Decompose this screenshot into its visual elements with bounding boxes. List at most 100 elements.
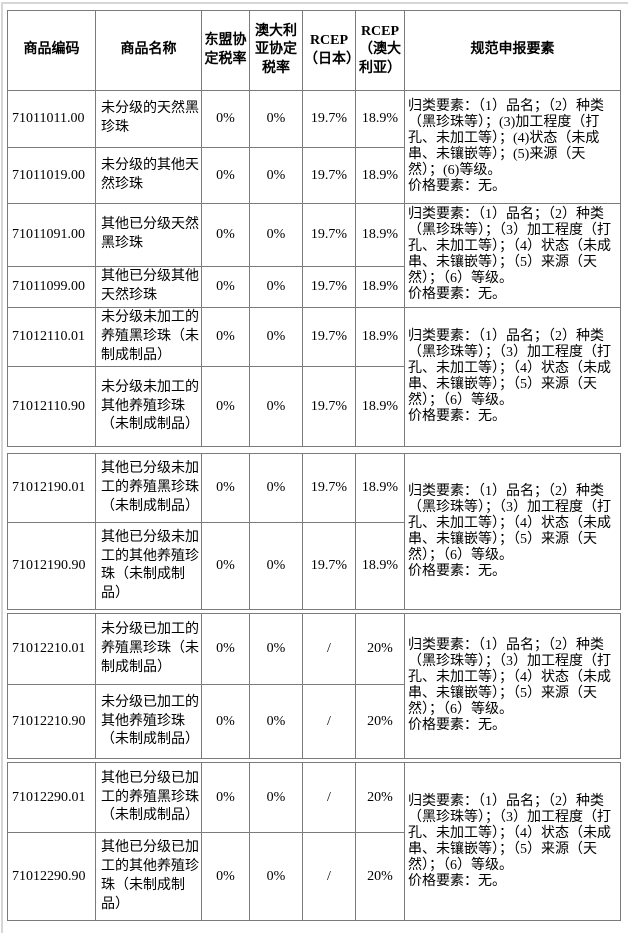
cell-declaration-elements: 归类要素：（1）品名；（2）种类（黑珍珠等）；（3）加工程度（打孔、未加工等）；… xyxy=(404,203,621,308)
cell-rcep-australia-rate: 20% xyxy=(355,762,405,834)
col-header-asean-rate: 东盟协定税率 xyxy=(201,10,250,91)
cell-australia-rate: 0% xyxy=(249,266,303,308)
cell-product-code: 71012190.90 xyxy=(7,522,96,611)
declaration-classification-text: 归类要素：（1）品名；（2）种类（黑珍珠等）；（3）加工程度（打孔、未加工等）；… xyxy=(408,329,611,409)
declaration-classification-text: 归类要素：（1）品名；（2）种类（黑珍珠等）；（3）加工程度（打孔、未加工等）；… xyxy=(408,793,611,873)
cell-asean-rate: 0% xyxy=(201,90,250,148)
cell-rcep-japan-rate: 19.7% xyxy=(302,306,356,368)
cell-rcep-australia-rate: 18.9% xyxy=(355,366,405,448)
cell-asean-rate: 0% xyxy=(201,203,250,267)
declaration-price-text: 价格要素：无。 xyxy=(408,409,506,425)
cell-rcep-japan-rate: / xyxy=(302,684,356,760)
cell-asean-rate: 0% xyxy=(201,684,250,760)
cell-product-code: 71011019.00 xyxy=(7,147,96,204)
cell-australia-rate: 0% xyxy=(249,613,303,686)
declaration-classification-text: 归类要素：（1）品名；（2）种类（黑珍珠等）；(3)加工程度（打孔、未加工等）；… xyxy=(408,99,604,178)
cell-asean-rate: 0% xyxy=(201,147,250,204)
cell-product-name: 未分级已加工的其他养殖珍珠（未制成制品） xyxy=(95,684,202,760)
table-row: 71012110.01 未分级未加工的养殖黑珍珠（未制成制品） 0% 0% 19… xyxy=(7,306,621,448)
cell-product-name: 其他已分级已加工的养殖黑珍珠（未制成制品） xyxy=(95,762,202,834)
cell-product-code: 71012110.01 xyxy=(7,306,96,368)
cell-australia-rate: 0% xyxy=(249,306,303,368)
cell-australia-rate: 0% xyxy=(249,762,303,834)
cell-rcep-australia-rate: 20% xyxy=(355,613,405,686)
cell-rcep-australia-rate: 18.9% xyxy=(355,453,405,524)
cell-rcep-japan-rate: 19.7% xyxy=(302,147,356,204)
cell-australia-rate: 0% xyxy=(249,366,303,448)
tariff-table-segment-4: 71012290.01 其他已分级已加工的养殖黑珍珠（未制成制品） 0% 0% … xyxy=(7,762,621,922)
tariff-table-segment-2: 71012190.01 其他已分级未加工的养殖黑珍珠（未制成制品） 0% 0% … xyxy=(7,453,621,611)
cell-asean-rate: 0% xyxy=(201,522,250,611)
table-row: 71011091.00 其他已分级天然黑珍珠 0% 0% 19.7% 18.9%… xyxy=(7,203,621,308)
tariff-table-segment-3: 71012210.01 未分级已加工的养殖黑珍珠（未制成制品） 0% 0% / … xyxy=(7,613,621,760)
cell-rcep-japan-rate: 19.7% xyxy=(302,453,356,524)
cell-asean-rate: 0% xyxy=(201,266,250,308)
cell-product-name: 未分级的天然黑珍珠 xyxy=(95,90,202,148)
table-row: 71012190.90 其他已分级未加工的其他养殖珍珠（未制成制品） 0% 0%… xyxy=(7,522,621,611)
declaration-classification-text: 归类要素：（1）品名；（2）种类（黑珍珠等）；（3）加工程度（打孔、未加工等）；… xyxy=(408,483,611,563)
cell-declaration-elements: 归类要素：（1）品名；（2）种类（黑珍珠等）；(3)加工程度（打孔、未加工等）；… xyxy=(404,90,621,204)
tariff-table-area: 商品编码 商品名称 东盟协定税率 澳大利亚协定税率 RCEP（日本） RCEP（… xyxy=(7,10,621,922)
cell-product-code: 71011099.00 xyxy=(7,266,96,308)
col-header-rcep-australia: RCEP（澳大利亚） xyxy=(355,10,405,91)
cell-rcep-japan-rate: 19.7% xyxy=(302,366,356,448)
cell-rcep-australia-rate: 18.9% xyxy=(355,90,405,148)
cell-product-name: 未分级未加工的养殖黑珍珠（未制成制品） xyxy=(95,306,202,368)
cell-product-name: 其他已分级未加工的其他养殖珍珠（未制成制品） xyxy=(95,522,202,611)
table-row: 71011011.00 未分级的天然黑珍珠 0% 0% 19.7% 18.9% … xyxy=(7,90,621,204)
col-header-product-code: 商品编码 xyxy=(7,10,96,91)
cell-rcep-japan-rate: 19.7% xyxy=(302,266,356,308)
cell-declaration-elements: 归类要素：（1）品名；（2）种类（黑珍珠等）；（3）加工程度（打孔、未加工等）；… xyxy=(404,762,621,922)
cell-declaration-elements: 归类要素：（1）品名；（2）种类（黑珍珠等）；（3）加工程度（打孔、未加工等）；… xyxy=(404,613,621,760)
cell-rcep-australia-rate: 18.9% xyxy=(355,203,405,267)
col-header-product-name: 商品名称 xyxy=(95,10,202,91)
cell-rcep-japan-rate: 19.7% xyxy=(302,90,356,148)
declaration-classification-text: 归类要素：（1）品名；（2）种类（黑珍珠等）；（3）加工程度（打孔、未加工等）；… xyxy=(408,638,611,718)
cell-rcep-australia-rate: 18.9% xyxy=(355,306,405,368)
cell-product-name: 未分级已加工的养殖黑珍珠（未制成制品） xyxy=(95,613,202,686)
cell-rcep-australia-rate: 18.9% xyxy=(355,522,405,611)
declaration-price-text: 价格要素：无。 xyxy=(408,287,506,303)
cell-asean-rate: 0% xyxy=(201,613,250,686)
cell-product-code: 71012110.90 xyxy=(7,366,96,448)
cell-product-name: 未分级的其他天然珍珠 xyxy=(95,147,202,204)
table-row: 71012290.01 其他已分级已加工的养殖黑珍珠（未制成制品） 0% 0% … xyxy=(7,762,621,922)
header-row: 商品编码 商品名称 东盟协定税率 澳大利亚协定税率 RCEP（日本） RCEP（… xyxy=(7,10,621,91)
cell-product-name: 其他已分级其他天然珍珠 xyxy=(95,266,202,308)
cell-product-name: 未分级未加工的其他养殖珍珠（未制成制品） xyxy=(95,366,202,448)
cell-product-code: 71011091.00 xyxy=(7,203,96,267)
cell-declaration-elements: 归类要素：（1）品名；（2）种类（黑珍珠等）；（3）加工程度（打孔、未加工等）；… xyxy=(404,453,621,611)
table-row: 71012210.01 未分级已加工的养殖黑珍珠（未制成制品） 0% 0% / … xyxy=(7,613,621,760)
cell-asean-rate: 0% xyxy=(201,832,250,922)
cell-product-code: 71012210.01 xyxy=(7,613,96,686)
table-row: 71012110.90 未分级未加工的其他养殖珍珠（未制成制品） 0% 0% 1… xyxy=(7,366,621,448)
cell-australia-rate: 0% xyxy=(249,203,303,267)
declaration-price-text: 价格要素：无。 xyxy=(408,563,506,579)
cell-asean-rate: 0% xyxy=(201,306,250,368)
col-header-australia-rate: 澳大利亚协定税率 xyxy=(249,10,303,91)
cell-product-code: 71012210.90 xyxy=(7,684,96,760)
col-header-rcep-japan: RCEP（日本） xyxy=(302,10,356,91)
cell-asean-rate: 0% xyxy=(201,762,250,834)
cell-declaration-elements: 归类要素：（1）品名；（2）种类（黑珍珠等）；（3）加工程度（打孔、未加工等）；… xyxy=(404,306,621,448)
table-row: 71012190.01 其他已分级未加工的养殖黑珍珠（未制成制品） 0% 0% … xyxy=(7,453,621,611)
cell-australia-rate: 0% xyxy=(249,147,303,204)
cell-rcep-japan-rate: / xyxy=(302,832,356,922)
cell-product-code: 71012290.90 xyxy=(7,832,96,922)
cell-asean-rate: 0% xyxy=(201,366,250,448)
cell-rcep-japan-rate: 19.7% xyxy=(302,203,356,267)
table-row: 71011019.00 未分级的其他天然珍珠 0% 0% 19.7% 18.9% xyxy=(7,147,621,204)
cell-rcep-japan-rate: / xyxy=(302,762,356,834)
cell-product-name: 其他已分级已加工的其他养殖珍珠（未制成制品） xyxy=(95,832,202,922)
cell-rcep-australia-rate: 20% xyxy=(355,684,405,760)
cell-australia-rate: 0% xyxy=(249,832,303,922)
tariff-table-segment-1: 商品编码 商品名称 东盟协定税率 澳大利亚协定税率 RCEP（日本） RCEP（… xyxy=(7,10,621,448)
cell-rcep-japan-rate: 19.7% xyxy=(302,522,356,611)
cell-asean-rate: 0% xyxy=(201,453,250,524)
cell-australia-rate: 0% xyxy=(249,522,303,611)
cell-australia-rate: 0% xyxy=(249,90,303,148)
cell-rcep-australia-rate: 20% xyxy=(355,832,405,922)
cell-australia-rate: 0% xyxy=(249,684,303,760)
table-row: 71012290.90 其他已分级已加工的其他养殖珍珠（未制成制品） 0% 0%… xyxy=(7,832,621,922)
